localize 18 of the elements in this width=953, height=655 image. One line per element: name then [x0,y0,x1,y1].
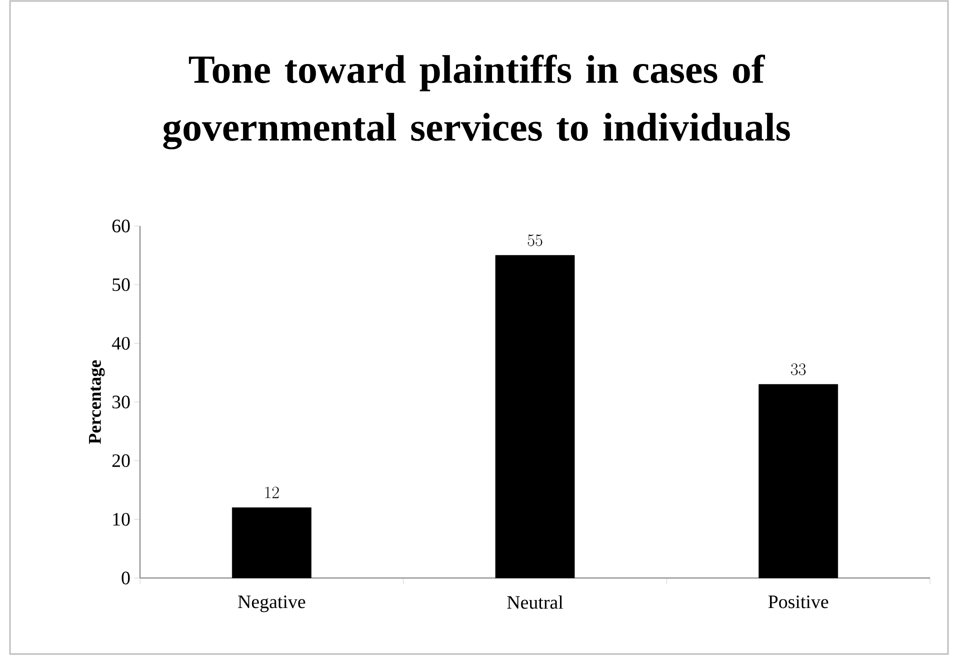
y-tick-label: 50 [112,278,130,292]
y-tick-label: 60 [112,220,130,232]
y-axis-title: Percentage [89,360,105,444]
bar [232,507,312,578]
x-tick-label: Positive [768,596,828,608]
y-tick-label: 0 [122,572,130,584]
bar [758,384,838,578]
data-label: 33 [791,363,806,376]
x-tick-label: Negative [238,596,306,612]
y-tick-label: 30 [112,396,130,408]
y-tick-label: 10 [113,512,130,526]
data-label: 12 [265,486,279,498]
y-tick-label: 20 [112,454,130,468]
chart-title: Tone toward plaintiffs in cases of governmental services to individuals [163,54,790,150]
x-tick-label: Neutral [507,596,564,609]
bar [495,255,575,578]
data-label: 55 [528,234,542,246]
y-tick-label: 40 [112,336,130,350]
